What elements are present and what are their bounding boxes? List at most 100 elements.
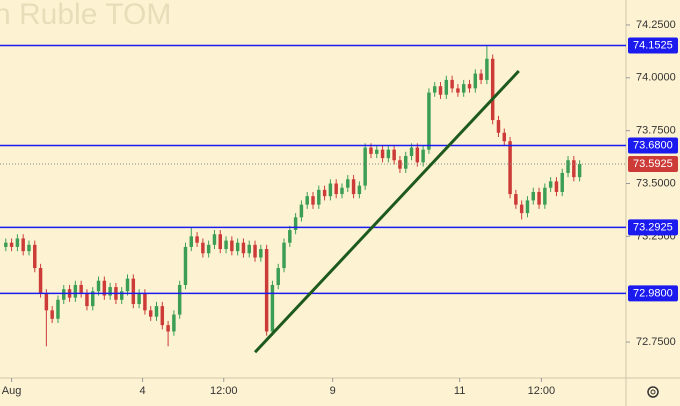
- candle-body: [143, 293, 147, 311]
- candle-body: [404, 156, 408, 169]
- candle-body: [131, 278, 136, 305]
- candle-body: [160, 306, 165, 326]
- candle-body: [514, 194, 518, 205]
- y-tick-label: 74.2500: [636, 19, 676, 31]
- candle-body: [137, 293, 141, 305]
- candle-body: [96, 280, 101, 292]
- candle-body: [398, 160, 402, 169]
- candle-body: [73, 284, 78, 298]
- level-label: 73.6800: [633, 139, 673, 151]
- y-tick-label: 73.5000: [636, 177, 676, 189]
- x-tick-label: 11: [454, 385, 465, 397]
- candle-body: [560, 172, 564, 192]
- level-label-box: [628, 137, 678, 154]
- level-label: 72.9800: [633, 287, 673, 299]
- candle-body: [235, 242, 240, 252]
- candle-body: [212, 234, 217, 245]
- candle-body: [218, 234, 222, 250]
- candle-body: [102, 280, 107, 296]
- candle-body: [369, 147, 373, 154]
- candle-body: [288, 230, 292, 243]
- candle-body: [276, 268, 280, 285]
- candle-body: [485, 58, 489, 80]
- candle-body: [444, 79, 449, 95]
- candle-body: [241, 242, 246, 254]
- candle-body: [183, 246, 188, 285]
- y-tick-label: 74.0000: [636, 72, 676, 84]
- candle-body: [44, 293, 49, 311]
- candle-body: [531, 191, 535, 201]
- candle-body: [189, 236, 194, 247]
- candle-body: [33, 244, 37, 269]
- x-tick-label: Aug: [2, 385, 22, 397]
- candle-body: [293, 217, 298, 231]
- x-tick-label: 12:00: [210, 385, 238, 397]
- candle-body: [415, 147, 420, 163]
- candle-body: [166, 325, 170, 332]
- candle-body: [50, 310, 54, 319]
- y-tick-label: 73.7500: [636, 125, 676, 137]
- candle-body: [264, 249, 269, 332]
- candle-body: [38, 268, 43, 294]
- candle-body: [270, 284, 275, 332]
- candle-body: [4, 242, 8, 247]
- candle-body: [450, 79, 454, 89]
- candle-body: [154, 306, 159, 317]
- candle-body: [79, 284, 83, 294]
- candle-body: [346, 179, 350, 188]
- candle-body: [206, 244, 211, 254]
- candle-body: [456, 88, 460, 93]
- level-label-box: [628, 285, 678, 302]
- candle-body: [230, 240, 234, 252]
- candle-body: [496, 120, 501, 133]
- trend-line: [253, 70, 520, 354]
- candle-body: [9, 242, 14, 247]
- candle-body: [386, 149, 391, 159]
- candle-body: [172, 314, 176, 332]
- candle-body: [195, 236, 199, 243]
- candle-body: [508, 141, 512, 195]
- last-price-box: [628, 155, 678, 172]
- watermark: n Ruble TOM: [0, 0, 171, 31]
- candle-body: [224, 240, 228, 250]
- candle-body: [577, 163, 582, 178]
- candle-body: [392, 149, 396, 161]
- candle-body: [91, 291, 95, 307]
- candle-body: [201, 242, 205, 254]
- settings-icon[interactable]: [647, 386, 659, 398]
- candle-body: [322, 189, 327, 197]
- candle-body: [299, 204, 304, 218]
- candle-body: [247, 244, 251, 254]
- candle-body: [351, 179, 356, 195]
- level-label-box: [628, 219, 678, 236]
- level-label: 74.1525: [633, 39, 673, 51]
- candle-body: [479, 73, 483, 80]
- candle-body: [357, 185, 362, 195]
- candle-body: [490, 58, 495, 121]
- candle-body: [502, 132, 507, 142]
- candle-body: [409, 147, 414, 157]
- candle-body: [62, 289, 66, 300]
- candle-body: [543, 187, 547, 205]
- candle-body: [421, 149, 425, 163]
- candle-body: [432, 86, 437, 93]
- candle-body: [519, 204, 524, 214]
- candle-body: [566, 160, 570, 173]
- candle-body: [305, 196, 309, 205]
- candle-body: [15, 238, 20, 247]
- candle-body: [56, 299, 60, 319]
- candle-body: [85, 293, 89, 307]
- candle-body: [473, 73, 478, 89]
- candle-body: [375, 149, 379, 154]
- candle-body: [572, 160, 576, 178]
- y-tick-label: 72.7500: [636, 336, 676, 348]
- candle-body: [461, 84, 466, 93]
- level-label-box: [628, 37, 678, 54]
- candle-body: [177, 284, 182, 315]
- candle-body: [363, 147, 367, 186]
- last-price-label: 73.5925: [633, 158, 673, 170]
- x-tick-label: 4: [140, 385, 146, 397]
- candle-body: [334, 183, 338, 195]
- candle-body: [380, 149, 385, 159]
